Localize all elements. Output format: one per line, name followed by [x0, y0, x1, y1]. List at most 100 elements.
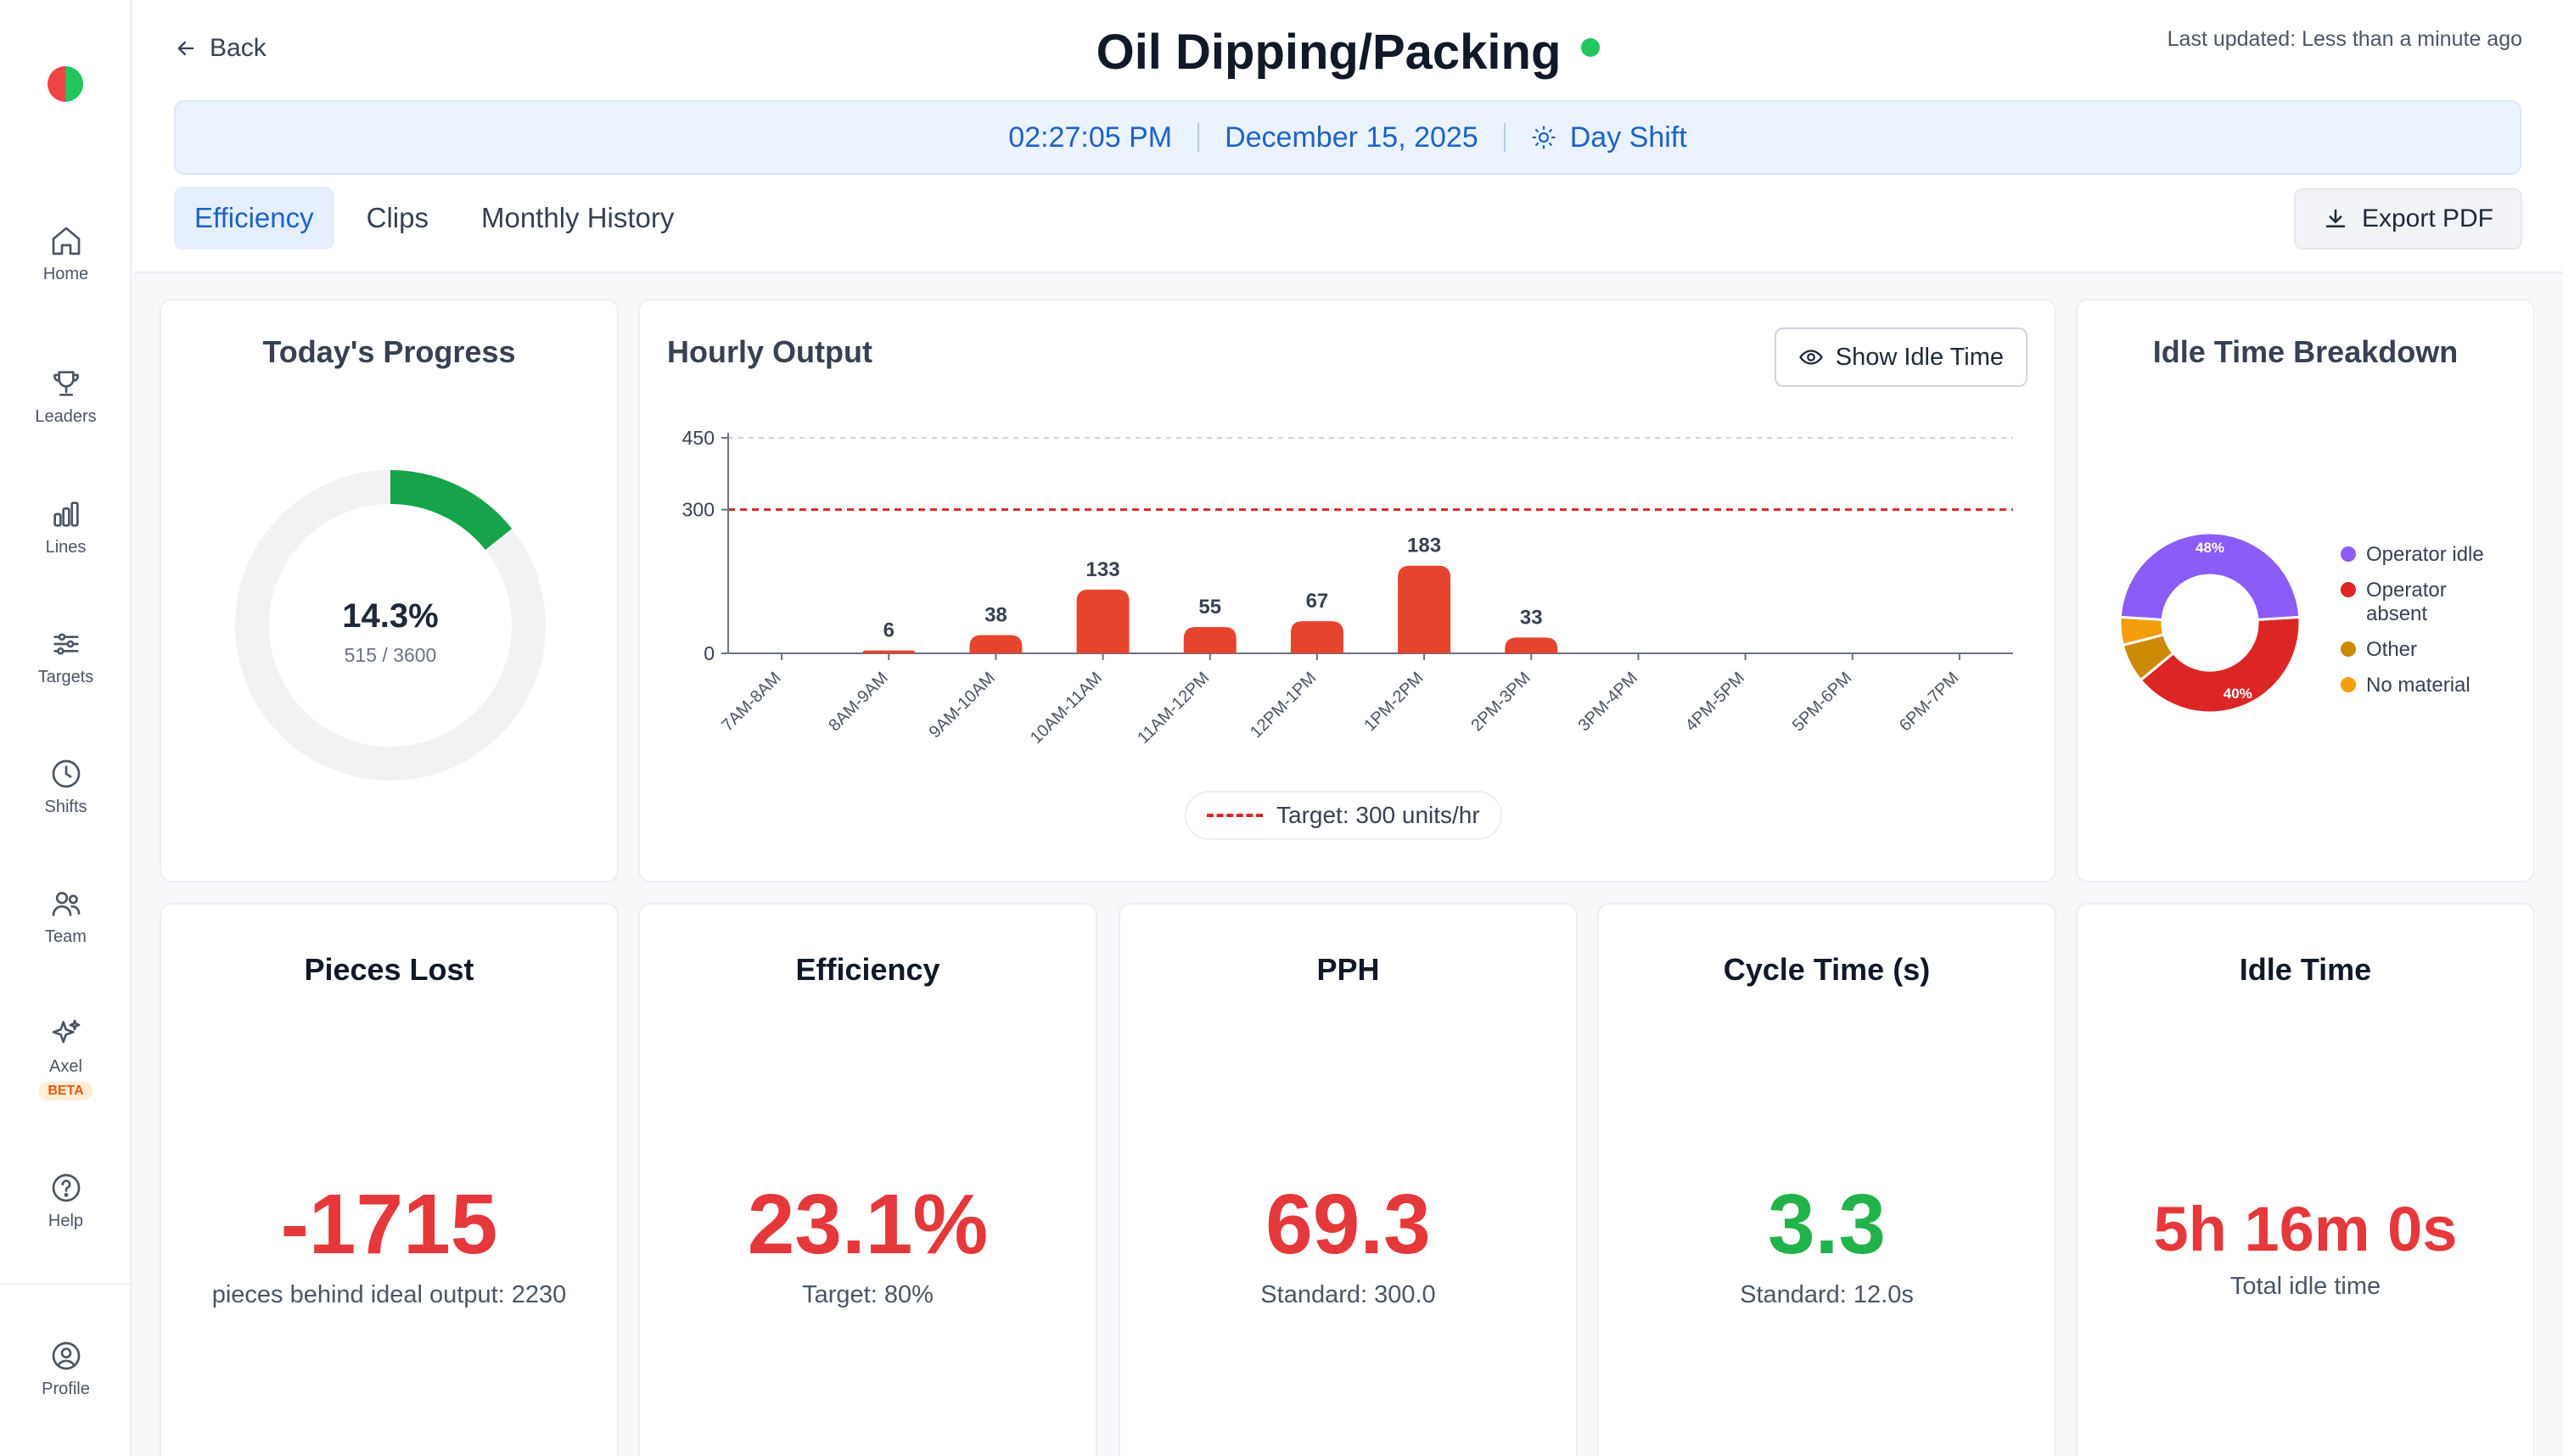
- page-title: Oil Dipping/Packing: [1096, 25, 1562, 80]
- metric-card-efficiency: Efficiency 23.1% Target: 80%: [638, 903, 1097, 1456]
- bar[interactable]: [1290, 621, 1343, 653]
- progress-ring: 14.3% 515 / 3600: [235, 470, 546, 781]
- legend-swatch: [2341, 582, 2356, 597]
- sidebar-item-label: Targets: [37, 668, 94, 686]
- bar[interactable]: [1183, 626, 1237, 653]
- shift-indicator: Day Shift: [1531, 121, 1687, 154]
- metric-subtext: pieces behind ideal output: 2230: [211, 1281, 567, 1308]
- bar-value-label: 67: [1306, 590, 1329, 613]
- x-tick-label: 4PM-5PM: [1682, 669, 1748, 735]
- slice-label: 48%: [2196, 540, 2224, 556]
- show-idle-time-button[interactable]: Show Idle Time: [1774, 328, 2027, 387]
- progress-card: Today's Progress 14.3% 515 / 3600: [160, 299, 619, 882]
- sidebar-divider: [0, 1283, 132, 1285]
- arrow-left-icon: [177, 41, 194, 56]
- bar-chart-icon: [53, 501, 79, 527]
- x-tick-label: 3PM-4PM: [1575, 669, 1641, 735]
- bar-value-label: 55: [1198, 596, 1221, 619]
- slice-label: 40%: [2224, 686, 2252, 702]
- sidebar-item-label: Leaders: [35, 407, 97, 426]
- metric-card-pph: PPH 69.3 Standard: 300.0: [1119, 903, 1578, 1456]
- eye-icon: [1798, 350, 1823, 365]
- sidebar-item-lines[interactable]: Lines: [0, 497, 132, 557]
- metric-subtext: Total idle time: [2229, 1273, 2381, 1300]
- x-tick-label: 9AM-10AM: [926, 669, 999, 742]
- metric-value: 5h 16m 0s: [2153, 1194, 2458, 1264]
- tab-clips[interactable]: Clips: [366, 202, 429, 233]
- status-dot: [1581, 37, 1601, 57]
- back-button[interactable]: Back: [174, 34, 266, 63]
- legend-label: Operator idle: [2366, 543, 2484, 566]
- x-tick-label: 12PM-1PM: [1247, 669, 1320, 742]
- x-tick-label: 6PM-7PM: [1896, 669, 1962, 735]
- users-icon: [52, 892, 80, 916]
- sidebar-item-help[interactable]: Help: [0, 1171, 132, 1231]
- export-label: Export PDF: [2361, 204, 2493, 232]
- sidebar-item-targets[interactable]: Targets: [0, 627, 132, 687]
- donut-slice[interactable]: [2118, 615, 2166, 647]
- metric-subtext: Target: 80%: [802, 1281, 934, 1308]
- sidebar-item-profile[interactable]: Profile: [0, 1339, 132, 1399]
- x-tick-label: 2PM-3PM: [1467, 669, 1534, 735]
- page-header: Back Oil Dipping/Packing Last updated: L…: [133, 0, 2563, 273]
- logo-icon: [48, 66, 83, 102]
- sidebar-item-label: Shifts: [44, 798, 87, 816]
- shift-info-bar: 02:27:05 PM December 15, 2025 Day Shift: [174, 100, 2521, 175]
- x-tick-label: 5PM-6PM: [1789, 669, 1855, 735]
- help-circle-icon: [52, 1173, 80, 1202]
- metric-title: Efficiency: [795, 952, 940, 987]
- metric-card-cycle-time: Cycle Time (s) 3.3 Standard: 12.0s: [1597, 903, 2056, 1456]
- shift-label: Day Shift: [1569, 120, 1687, 154]
- progress-percent: 14.3%: [342, 597, 438, 635]
- progress-title: Today's Progress: [262, 334, 516, 369]
- user-circle-icon: [52, 1341, 80, 1370]
- metric-title: Cycle Time (s): [1723, 952, 1931, 987]
- sidebar-item-shifts[interactable]: Shifts: [0, 757, 132, 817]
- export-pdf-button[interactable]: Export PDF: [2293, 188, 2522, 249]
- sidebar-item-label: Profile: [42, 1380, 90, 1398]
- clock-icon: [52, 759, 80, 788]
- donut-slice[interactable]: [2118, 531, 2302, 622]
- current-date: December 15, 2025: [1225, 120, 1478, 154]
- legend-label: Other: [2366, 638, 2418, 661]
- idle-breakdown-title: Idle Time Breakdown: [2152, 334, 2459, 369]
- legend-swatch: [2341, 546, 2356, 562]
- show-idle-time-label: Show Idle Time: [1835, 343, 2004, 371]
- info-separator: [1503, 123, 1506, 152]
- page-title-wrap: Oil Dipping/Packing: [133, 24, 2563, 81]
- metric-title: Pieces Lost: [304, 952, 474, 987]
- bar-value-label: 183: [1407, 535, 1441, 557]
- bar-value-label: 33: [1520, 606, 1543, 629]
- donut-slice[interactable]: [2139, 615, 2302, 714]
- x-tick-label: 11AM-12PM: [1134, 669, 1213, 748]
- back-label: Back: [210, 34, 266, 62]
- bar[interactable]: [1505, 637, 1558, 653]
- idle-breakdown-card: Idle Time Breakdown 48% 40% Operator idle…: [2076, 299, 2535, 882]
- tab-monthly-history[interactable]: Monthly History: [480, 202, 675, 233]
- legend-item: Operator absent: [2341, 579, 2510, 626]
- beta-badge: BETA: [39, 1082, 93, 1100]
- sidebar-item-axel[interactable]: Axel BETA: [0, 1016, 132, 1100]
- sidebar: Home Leaders Lines Targets Shifts Team A…: [0, 0, 132, 1456]
- metric-value: -1715: [280, 1177, 498, 1272]
- tab-efficiency[interactable]: Efficiency: [174, 187, 334, 249]
- metric-card-pieces-lost: Pieces Lost -1715 pieces behind ideal ou…: [160, 903, 619, 1456]
- target-legend-line: [1207, 814, 1263, 817]
- bar[interactable]: [862, 650, 916, 653]
- sidebar-item-label: Team: [45, 927, 87, 946]
- x-tick-label: 10AM-11AM: [1027, 669, 1106, 748]
- download-icon: [2325, 209, 2346, 227]
- target-legend: Target: 300 units/hr: [1185, 791, 1502, 840]
- sidebar-item-leaders[interactable]: Leaders: [0, 367, 132, 427]
- tab-bar: Efficiency Clips Monthly History: [174, 187, 694, 249]
- bar[interactable]: [969, 635, 1023, 653]
- progress-count: 515 / 3600: [345, 644, 437, 666]
- bar[interactable]: [1398, 565, 1451, 653]
- bar[interactable]: [1076, 589, 1130, 653]
- metric-value: 3.3: [1767, 1177, 1886, 1272]
- sidebar-item-home[interactable]: Home: [0, 224, 132, 284]
- metric-value: 23.1%: [747, 1177, 989, 1272]
- x-tick-label: 7AM-8AM: [718, 669, 784, 735]
- sidebar-item-team[interactable]: Team: [0, 887, 132, 947]
- legend-item: No material: [2341, 674, 2510, 697]
